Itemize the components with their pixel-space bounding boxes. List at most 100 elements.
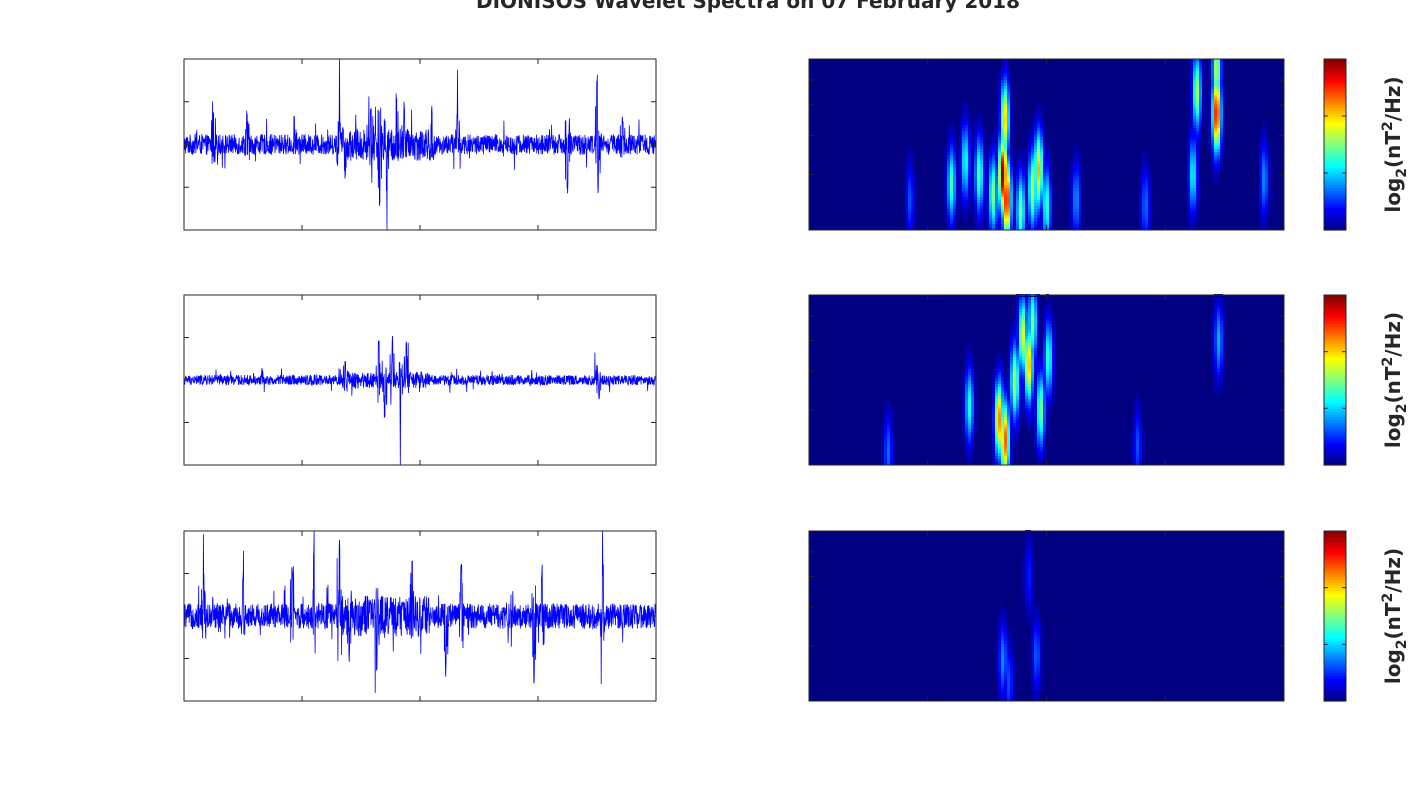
- power-cell: [1010, 381, 1013, 384]
- power-cell: [1004, 209, 1007, 212]
- colorbar-step: [1324, 567, 1346, 572]
- power-cell: [1025, 566, 1028, 569]
- power-cell: [1220, 128, 1223, 131]
- power-cell: [992, 435, 995, 438]
- power-cell: [908, 209, 911, 212]
- power-cell: [1070, 176, 1073, 179]
- power-cell: [1028, 596, 1031, 599]
- power-cell: [965, 363, 968, 366]
- power-cell: [977, 179, 980, 182]
- power-cell: [1034, 143, 1037, 146]
- power-cell: [1190, 197, 1193, 200]
- power-cell: [908, 203, 911, 206]
- power-cell: [1037, 692, 1040, 695]
- power-cell: [962, 420, 965, 423]
- power-cell: [971, 357, 974, 360]
- power-cell: [1001, 417, 1004, 420]
- power-cell: [1022, 170, 1025, 173]
- power-cell: [947, 125, 950, 128]
- power-cell: [989, 179, 992, 182]
- colorbar-step: [1324, 681, 1346, 685]
- power-cell: [1037, 459, 1040, 462]
- power-cell: [965, 381, 968, 384]
- power-cell: [1001, 405, 1004, 408]
- power-cell: [998, 453, 1001, 456]
- power-cell: [1013, 429, 1016, 432]
- power-cell: [968, 375, 971, 378]
- power-cell: [1196, 179, 1199, 182]
- power-cell: [983, 185, 986, 188]
- power-cell: [998, 444, 1001, 447]
- power-cell: [947, 167, 950, 170]
- power-cell: [1187, 152, 1190, 155]
- power-cell: [1040, 140, 1043, 143]
- colorbar-step: [1324, 664, 1346, 668]
- power-cell: [1031, 315, 1034, 318]
- power-cell: [1007, 95, 1010, 98]
- power-cell: [1004, 197, 1007, 200]
- power-cell: [1193, 176, 1196, 179]
- power-cell: [989, 200, 992, 203]
- power-cell: [1046, 188, 1049, 191]
- power-cell: [983, 176, 986, 179]
- power-cell: [1079, 227, 1082, 230]
- power-cell: [1139, 188, 1142, 191]
- power-cell: [1004, 680, 1007, 683]
- power-cell: [1028, 411, 1031, 414]
- power-cell: [1262, 155, 1265, 158]
- power-cell: [998, 420, 1001, 423]
- power-cell: [1196, 158, 1199, 161]
- power-cell: [1007, 345, 1010, 348]
- power-cell: [1217, 312, 1220, 315]
- power-cell: [1028, 227, 1031, 230]
- colorbar-label: log2(nT2/Hz): [1380, 312, 1410, 448]
- power-cell: [974, 221, 977, 224]
- power-cell: [944, 203, 947, 206]
- power-cell: [986, 185, 989, 188]
- power-cell: [911, 149, 914, 152]
- power-cell: [1052, 390, 1055, 393]
- power-cell: [1187, 203, 1190, 206]
- power-cell: [1028, 300, 1031, 303]
- power-cell: [971, 414, 974, 417]
- power-cell: [1214, 312, 1217, 315]
- power-cell: [1037, 686, 1040, 689]
- power-cell: [1196, 152, 1199, 155]
- power-cell: [1007, 188, 1010, 191]
- power-cell: [1013, 315, 1016, 318]
- power-cell: [1022, 360, 1025, 363]
- power-cell: [911, 197, 914, 200]
- power-cell: [1031, 623, 1034, 626]
- power-cell: [1001, 650, 1004, 653]
- power-cell: [1265, 140, 1268, 143]
- power-cell: [1217, 128, 1220, 131]
- power-cell: [983, 203, 986, 206]
- power-cell: [1028, 566, 1031, 569]
- power-cell: [1220, 321, 1223, 324]
- power-cell: [1001, 77, 1004, 80]
- power-cell: [1037, 462, 1040, 465]
- power-cell: [980, 209, 983, 212]
- power-cell: [1001, 390, 1004, 393]
- power-cell: [1037, 176, 1040, 179]
- power-cell: [1049, 360, 1052, 363]
- power-cell: [1217, 360, 1220, 363]
- power-cell: [1028, 327, 1031, 330]
- power-cell: [1040, 417, 1043, 420]
- power-cell: [1046, 303, 1049, 306]
- power-cell: [1031, 399, 1034, 402]
- power-cell: [1016, 197, 1019, 200]
- power-cell: [1007, 140, 1010, 143]
- power-cell: [881, 438, 884, 441]
- power-cell: [1040, 453, 1043, 456]
- power-cell: [1217, 110, 1220, 113]
- power-cell: [1007, 360, 1010, 363]
- power-cell: [1007, 146, 1010, 149]
- power-cell: [1007, 182, 1010, 185]
- power-cell: [1037, 312, 1040, 315]
- power-cell: [1049, 333, 1052, 336]
- power-cell: [1139, 462, 1142, 465]
- power-cell: [965, 444, 968, 447]
- power-cell: [1193, 80, 1196, 83]
- power-cell: [1001, 140, 1004, 143]
